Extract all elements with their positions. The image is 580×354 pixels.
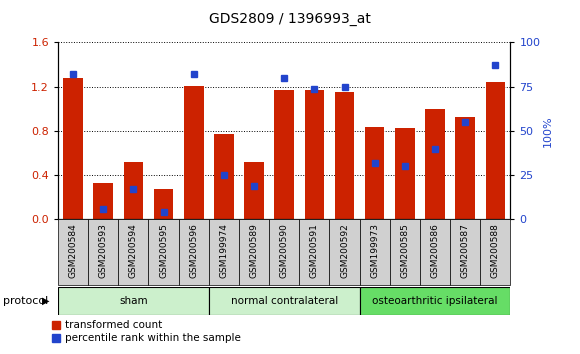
Text: GSM200592: GSM200592 (340, 223, 349, 278)
Bar (58, 219, 88, 285)
Bar (450, 219, 480, 285)
Bar (154, 188, 173, 219)
Bar (455, 116, 475, 219)
Text: GSM200588: GSM200588 (491, 223, 500, 278)
Text: protocol: protocol (3, 296, 48, 306)
Bar (239, 219, 269, 285)
Bar (425, 109, 445, 219)
Text: GSM200595: GSM200595 (159, 223, 168, 278)
Text: normal contralateral: normal contralateral (231, 296, 338, 306)
Bar (269, 219, 299, 285)
Bar (299, 219, 329, 285)
Bar (244, 162, 264, 219)
Text: GSM200587: GSM200587 (461, 223, 470, 278)
Text: GSM200586: GSM200586 (430, 223, 440, 278)
Bar (63, 78, 83, 219)
Bar (480, 219, 510, 285)
Text: GSM200584: GSM200584 (68, 223, 78, 278)
Y-axis label: 100%: 100% (543, 115, 553, 147)
Bar (329, 219, 360, 285)
Text: GSM199973: GSM199973 (370, 223, 379, 278)
Text: sham: sham (119, 296, 148, 306)
Text: GSM199974: GSM199974 (219, 223, 229, 278)
Bar (179, 219, 209, 285)
Text: GSM200591: GSM200591 (310, 223, 319, 278)
Bar (335, 92, 354, 219)
Bar (214, 134, 234, 219)
Text: GSM200589: GSM200589 (249, 223, 259, 278)
Bar (58, 287, 209, 315)
Bar (184, 86, 204, 219)
Bar (209, 219, 239, 285)
Legend: transformed count, percentile rank within the sample: transformed count, percentile rank withi… (52, 320, 241, 343)
Bar (485, 82, 505, 219)
Text: osteoarthritic ipsilateral: osteoarthritic ipsilateral (372, 296, 498, 306)
Bar (395, 128, 415, 219)
Text: GSM200593: GSM200593 (99, 223, 108, 278)
Text: GSM200590: GSM200590 (280, 223, 289, 278)
Bar (209, 287, 360, 315)
Bar (365, 127, 385, 219)
Bar (118, 219, 148, 285)
Bar (360, 287, 510, 315)
Bar (274, 90, 294, 219)
Text: GSM200585: GSM200585 (400, 223, 409, 278)
Bar (420, 219, 450, 285)
Bar (124, 162, 143, 219)
Bar (88, 219, 118, 285)
Bar (304, 90, 324, 219)
Text: GDS2809 / 1396993_at: GDS2809 / 1396993_at (209, 12, 371, 27)
Text: GSM200596: GSM200596 (189, 223, 198, 278)
Bar (148, 219, 179, 285)
Bar (93, 183, 113, 219)
Bar (390, 219, 420, 285)
Text: GSM200594: GSM200594 (129, 223, 138, 278)
Bar (360, 219, 390, 285)
Text: ▶: ▶ (42, 296, 50, 306)
